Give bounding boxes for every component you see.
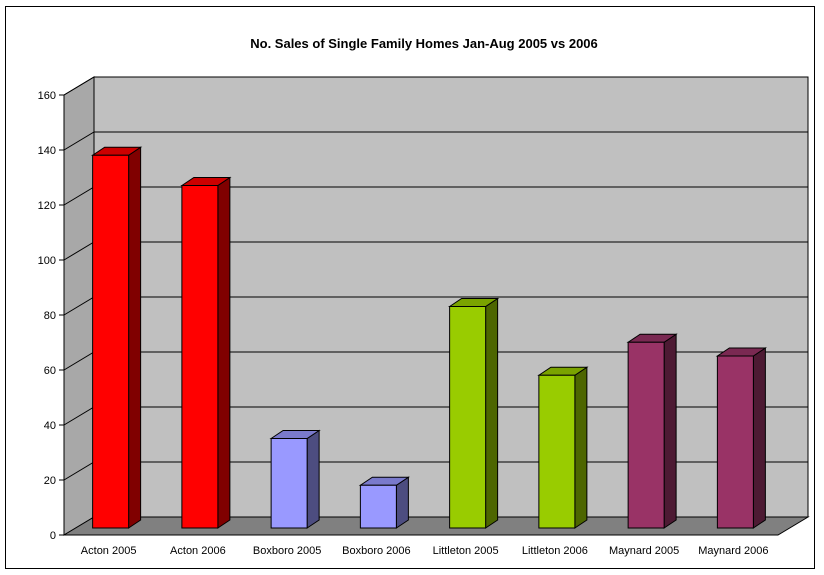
bar xyxy=(180,176,232,529)
y-tick-label: 0 xyxy=(50,530,56,542)
bar-front xyxy=(92,154,130,529)
bar-side xyxy=(128,146,142,529)
bar xyxy=(537,366,589,529)
x-tick-label: Littleton 2006 xyxy=(522,545,588,557)
x-tick-label: Boxboro 2006 xyxy=(342,545,411,557)
y-tick-label: 100 xyxy=(38,255,56,267)
y-tick-label: 160 xyxy=(38,90,56,102)
bar-front xyxy=(270,438,308,529)
y-tick-label: 20 xyxy=(44,475,56,487)
y-tick-label: 120 xyxy=(38,200,56,212)
x-tick-label: Boxboro 2005 xyxy=(253,545,322,557)
category-axis: Acton 2005 Acton 2006 Boxboro 2005 Boxboro … xyxy=(81,545,769,557)
y-tick-label: 60 xyxy=(44,365,56,377)
x-tick-label: Maynard 2006 xyxy=(698,545,768,557)
bar xyxy=(447,297,500,529)
bar-side xyxy=(217,176,231,529)
bar-front xyxy=(627,341,665,529)
gridline xyxy=(63,76,808,96)
bar-front xyxy=(449,306,487,529)
gridline xyxy=(63,131,808,151)
y-tick-label: 140 xyxy=(38,145,56,157)
bar xyxy=(269,429,321,529)
bar xyxy=(90,146,143,529)
bar-front xyxy=(538,374,576,529)
chart-title: No. Sales of Single Family Homes Jan-Aug… xyxy=(250,36,598,51)
bar-side xyxy=(574,366,588,529)
x-tick-label: Acton 2005 xyxy=(81,545,137,557)
bar-front xyxy=(359,484,397,529)
bar-side xyxy=(306,429,320,529)
x-tick-label: Acton 2006 xyxy=(170,545,226,557)
bar-front xyxy=(716,355,754,529)
bar xyxy=(358,476,411,529)
x-tick-label: Littleton 2005 xyxy=(433,545,499,557)
bar-side xyxy=(663,333,677,529)
y-tick-label: 40 xyxy=(44,420,56,432)
floor xyxy=(62,516,810,536)
x-tick-label: Maynard 2005 xyxy=(609,545,679,557)
bar xyxy=(715,347,768,529)
chart-walls xyxy=(62,76,810,536)
value-axis: 0 20 40 60 80 100 120 140 160 xyxy=(38,90,65,542)
bars xyxy=(90,146,768,529)
bar-side xyxy=(752,347,766,529)
y-tick-label: 80 xyxy=(44,310,56,322)
bar-side xyxy=(485,297,499,529)
bar xyxy=(626,333,678,529)
bar-front xyxy=(181,185,219,529)
bar-side xyxy=(395,476,409,529)
